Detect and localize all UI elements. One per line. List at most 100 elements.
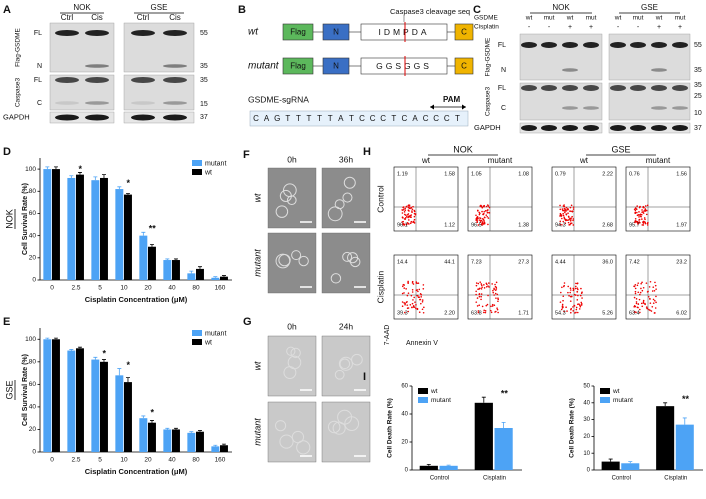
event bbox=[417, 282, 420, 284]
event bbox=[579, 294, 582, 297]
panel-letter: H bbox=[363, 146, 371, 158]
event bbox=[479, 217, 482, 220]
event bbox=[569, 223, 571, 226]
quadrant-value: 1.38 bbox=[518, 222, 529, 228]
legend-swatch bbox=[192, 339, 202, 345]
column-label: mutant bbox=[488, 156, 513, 165]
event bbox=[414, 301, 416, 303]
event bbox=[578, 308, 581, 310]
domain-label: Flag bbox=[290, 28, 306, 37]
event bbox=[642, 299, 645, 302]
event bbox=[645, 209, 648, 212]
x-axis-label: Cisplatin Concentration (μM) bbox=[85, 295, 188, 304]
legend-swatch bbox=[600, 397, 610, 403]
panel-letter: F bbox=[243, 149, 250, 161]
cell bbox=[334, 369, 345, 380]
error-bar bbox=[446, 464, 451, 466]
event bbox=[654, 299, 656, 302]
event bbox=[580, 287, 582, 290]
band bbox=[85, 101, 109, 105]
domain bbox=[322, 57, 350, 75]
event bbox=[639, 291, 642, 294]
event bbox=[653, 289, 656, 292]
size-marker: 35 bbox=[200, 63, 208, 70]
micrograph bbox=[321, 335, 371, 397]
event bbox=[479, 212, 481, 215]
error-bar bbox=[101, 359, 106, 362]
event bbox=[482, 311, 485, 314]
event bbox=[480, 283, 483, 285]
legend-swatch bbox=[192, 169, 202, 175]
x-tick-label: 2.5 bbox=[71, 285, 80, 292]
band-label: FL bbox=[34, 30, 42, 37]
cell bbox=[283, 183, 297, 198]
blot-image bbox=[608, 33, 691, 81]
event bbox=[404, 207, 407, 210]
cell bbox=[291, 250, 302, 261]
event bbox=[481, 286, 483, 289]
event bbox=[642, 301, 645, 303]
size-marker: 37 bbox=[694, 125, 702, 132]
size-marker: 10 bbox=[694, 110, 702, 117]
event bbox=[405, 301, 408, 304]
flow-plot bbox=[467, 166, 533, 232]
bar bbox=[601, 461, 620, 470]
event bbox=[563, 282, 566, 284]
event bbox=[411, 208, 414, 211]
band-label: C bbox=[501, 105, 506, 112]
nucleotide: C bbox=[359, 114, 365, 123]
panel-letter: C bbox=[473, 4, 481, 16]
x-tick-label: 160 bbox=[215, 457, 226, 464]
event bbox=[405, 206, 408, 208]
legend-swatch bbox=[418, 388, 428, 394]
event bbox=[645, 282, 648, 284]
event bbox=[648, 286, 651, 288]
cell bbox=[327, 420, 341, 434]
event bbox=[563, 310, 565, 313]
event bbox=[640, 213, 643, 216]
quadrant-value: 1.12 bbox=[444, 222, 455, 228]
band bbox=[672, 106, 688, 110]
error-bar bbox=[117, 186, 122, 190]
event bbox=[421, 308, 424, 311]
pam-label: PAM bbox=[443, 95, 461, 104]
event bbox=[475, 284, 478, 287]
event bbox=[403, 287, 406, 289]
event bbox=[562, 306, 564, 309]
event bbox=[572, 310, 574, 312]
quadrant-value: 2.22 bbox=[602, 171, 613, 177]
error-bar bbox=[189, 431, 194, 433]
bar bbox=[76, 348, 84, 452]
quadrant-value: 14.4 bbox=[397, 259, 408, 265]
nucleotide: T bbox=[285, 114, 290, 123]
band bbox=[610, 42, 626, 48]
event bbox=[580, 303, 583, 305]
row-label: mutant bbox=[252, 418, 262, 446]
event bbox=[490, 311, 493, 314]
event bbox=[634, 209, 637, 212]
event bbox=[570, 222, 573, 224]
quadrant-value: 0.76 bbox=[629, 171, 640, 177]
nucleotide: T bbox=[307, 114, 312, 123]
event bbox=[562, 212, 564, 215]
event bbox=[560, 214, 563, 216]
event bbox=[488, 286, 490, 288]
domain-label: N bbox=[333, 62, 339, 71]
event bbox=[477, 210, 479, 212]
band bbox=[163, 30, 187, 36]
micrograph bbox=[321, 232, 371, 294]
legend-swatch bbox=[192, 160, 202, 166]
event bbox=[415, 282, 418, 284]
event bbox=[406, 304, 409, 306]
event bbox=[410, 220, 413, 223]
cell bbox=[342, 251, 353, 262]
legend-label: mutant bbox=[431, 397, 451, 404]
error-bar bbox=[628, 461, 633, 464]
axis-label: 7-AAD bbox=[384, 325, 391, 346]
event bbox=[638, 211, 640, 213]
flow-plot bbox=[625, 166, 691, 232]
event bbox=[641, 305, 644, 308]
treatment-label: + bbox=[678, 24, 682, 31]
bar bbox=[675, 424, 694, 470]
x-tick-label: 0 bbox=[50, 457, 54, 464]
